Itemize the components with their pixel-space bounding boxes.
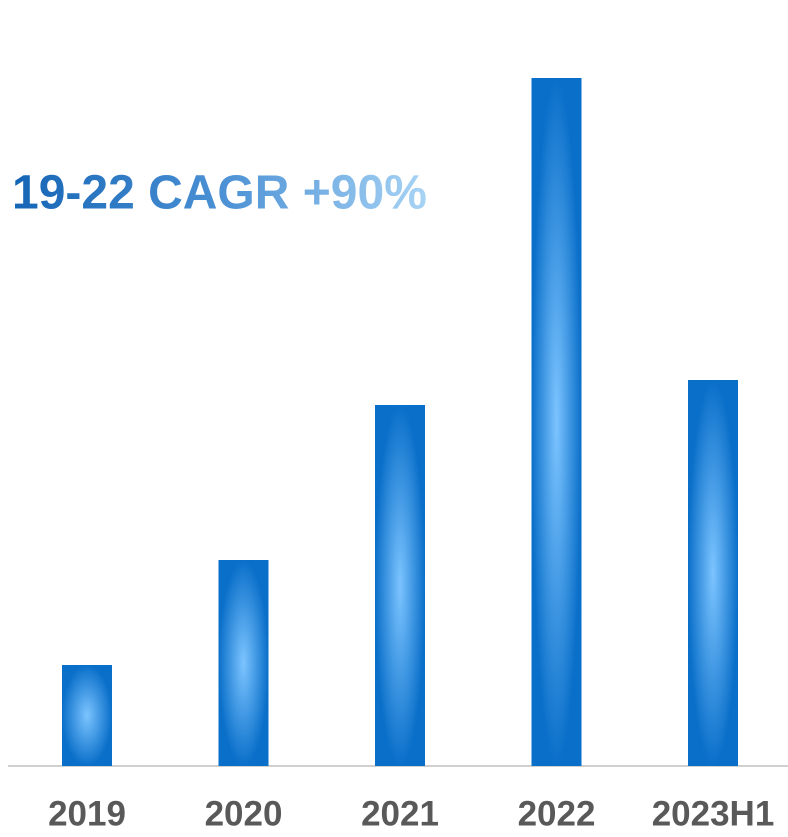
bar [531, 78, 582, 766]
x-tick-label: 2019 [48, 794, 126, 833]
x-tick-label: 2021 [361, 794, 439, 833]
x-tick-label: 2023H1 [652, 794, 775, 833]
x-tick-label: 2020 [205, 794, 283, 833]
bar [218, 560, 269, 766]
bar [688, 380, 738, 766]
bar [62, 665, 112, 766]
x-tick-label: 2022 [518, 794, 596, 833]
bar [375, 405, 425, 766]
annotation: 19-22 CAGR +90% [12, 167, 427, 220]
